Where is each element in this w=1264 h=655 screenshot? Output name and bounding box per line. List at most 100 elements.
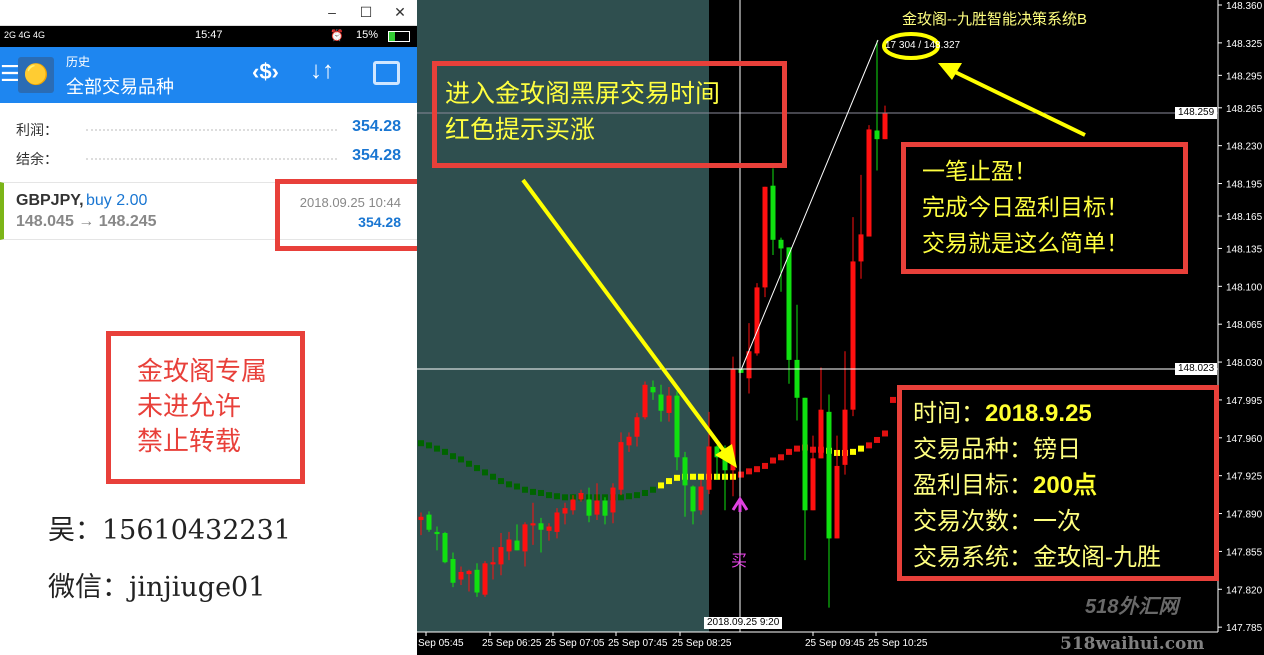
- candle-body: [642, 384, 648, 418]
- indicator-dot: [426, 442, 432, 449]
- candle: [754, 283, 760, 356]
- indicator-dot: [466, 460, 472, 467]
- trend-line-label: 17 304 / 148.327: [885, 40, 961, 51]
- close-button[interactable]: ✕: [394, 4, 406, 20]
- metatrader-logo: 🟡: [18, 57, 54, 93]
- profit-value: 354.28: [352, 118, 401, 135]
- indicator-dot: [658, 482, 664, 489]
- app-title[interactable]: 全部交易品种: [66, 77, 174, 97]
- minimize-button[interactable]: –: [328, 4, 336, 20]
- candle-body: [442, 533, 448, 563]
- annotation-line: 红色提示买涨: [445, 116, 596, 144]
- indicator-title: 金玫阁--九胜智能决策系统B: [902, 11, 1087, 28]
- summary-row-profit: 利润： 354.28: [0, 115, 417, 143]
- price-tick-label: 148.265: [1226, 104, 1263, 115]
- candle-body: [474, 569, 480, 593]
- candle: [514, 524, 520, 551]
- arrow-entry-head: [715, 444, 737, 468]
- trend-line[interactable]: [740, 39, 879, 371]
- time-tick-label: 25 Sep 07:45: [608, 638, 668, 649]
- indicator-dot: [450, 453, 456, 460]
- annotation-line: 一笔止盈！: [922, 158, 1037, 184]
- candle: [530, 502, 536, 545]
- candle-body: [802, 397, 808, 511]
- candle: [858, 174, 864, 279]
- candle-body: [466, 570, 472, 575]
- price-tick-label: 148.360: [1226, 1, 1263, 12]
- indicator-dot: [746, 468, 752, 475]
- candle-body: [866, 129, 872, 237]
- candle-body: [506, 539, 512, 552]
- indicator-dot: [642, 489, 648, 496]
- trade-row[interactable]: GBPJPY, buy 2.00 148.045 → 148.245 2018.…: [0, 182, 417, 240]
- sort-icon[interactable]: ↓↑: [310, 57, 334, 84]
- trade-datetime: 2018.09.25 10:44: [299, 195, 401, 210]
- annotation-line: 交易就是这么简单！: [922, 230, 1129, 256]
- indicator-dot: [850, 448, 856, 455]
- candle: [418, 512, 424, 536]
- candle: [586, 487, 592, 523]
- candle-body: [570, 499, 576, 511]
- candle-body: [426, 514, 432, 530]
- candle: [562, 502, 568, 525]
- arrow-target: [954, 70, 1086, 137]
- candle: [458, 566, 464, 585]
- candle-body: [810, 458, 816, 511]
- candle: [778, 237, 784, 292]
- candle: [698, 479, 704, 515]
- candle-body: [706, 446, 712, 490]
- indicator-dot: [754, 466, 760, 473]
- candle: [482, 561, 488, 597]
- calendar-icon[interactable]: [373, 61, 400, 85]
- candle: [490, 547, 496, 580]
- price-tick-label: 148.135: [1226, 244, 1263, 255]
- profit-label: 利润：: [16, 122, 58, 138]
- indicator-dot: [690, 473, 696, 480]
- candle-body: [650, 386, 656, 393]
- profit-annotation-box: 一笔止盈！ 完成今日盈利目标！ 交易就是这么简单！: [901, 142, 1188, 274]
- watermark-url: 518waihui.com: [1060, 634, 1205, 654]
- candle-body: [874, 130, 880, 140]
- indicator-dot: [874, 436, 880, 443]
- status-time: 15:47: [195, 29, 223, 41]
- balance-value: 354.28: [352, 147, 401, 164]
- arrow-target-head: [938, 63, 962, 80]
- candle: [818, 367, 824, 459]
- summary-row-balance: 结余： 354.28: [0, 144, 417, 172]
- price-tick-label: 148.295: [1226, 71, 1263, 82]
- indicator-dot: [794, 445, 800, 452]
- maximize-button[interactable]: ☐: [359, 4, 373, 20]
- candle: [650, 380, 656, 400]
- time-tick-label: 25 Sep 06:25: [482, 638, 542, 649]
- indicator-dot: [538, 489, 544, 496]
- candle-body: [634, 417, 640, 437]
- time-tick-label: Sep 05:45: [418, 638, 464, 649]
- candle-body: [818, 409, 824, 459]
- indicator-dot: [770, 457, 776, 464]
- price-tick-label: 148.030: [1226, 358, 1263, 369]
- candle-body: [858, 234, 864, 262]
- candle-body: [538, 523, 544, 530]
- candle: [602, 497, 608, 525]
- alarm-icon: ⏰: [330, 30, 344, 42]
- candle: [834, 435, 840, 539]
- candle-body: [618, 442, 624, 490]
- price-tick-label: 148.230: [1226, 142, 1263, 153]
- candle: [658, 384, 664, 422]
- currency-exchange-icon[interactable]: ‹$›: [252, 59, 279, 84]
- indicator-dot: [786, 448, 792, 455]
- candle: [442, 531, 448, 564]
- indicator-dot: [618, 494, 624, 501]
- candle-body: [770, 185, 776, 240]
- candle: [882, 105, 888, 140]
- candle: [810, 435, 816, 511]
- price-chart[interactable]: 148.360 148.325 148.295 148.265 148.230 148.1…: [417, 0, 1264, 655]
- indicator-dot: [554, 493, 560, 500]
- candle-body: [530, 523, 536, 526]
- menu-icon[interactable]: ☰: [0, 61, 20, 86]
- candle-body: [482, 563, 488, 595]
- arrow-entry: [521, 178, 729, 457]
- highlight-box: [275, 179, 422, 251]
- price-tick-label: 147.890: [1226, 510, 1263, 521]
- time-tick-label: 25 Sep 09:45: [805, 638, 865, 649]
